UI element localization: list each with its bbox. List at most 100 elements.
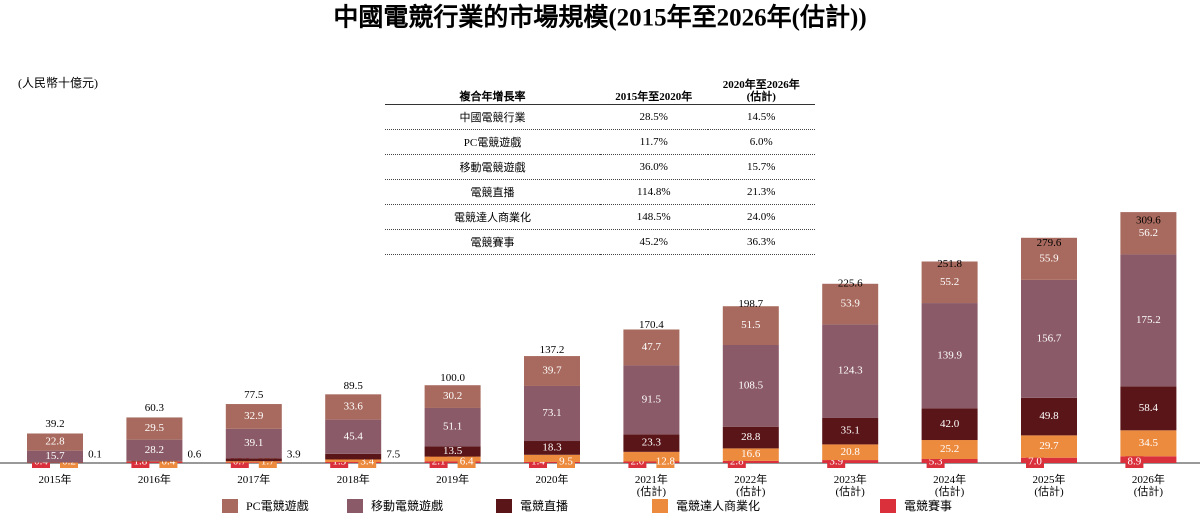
- bar-segment: [623, 434, 680, 452]
- bar-segment: [722, 345, 779, 427]
- value-label: 12.8: [656, 456, 676, 468]
- value-label: 53.9: [841, 298, 861, 310]
- value-label: 22.8: [45, 436, 65, 448]
- value-label: 28.2: [145, 444, 164, 456]
- value-label: 139.9: [937, 349, 962, 361]
- table-cell: 14.5%: [707, 104, 815, 130]
- bar-segment: [623, 365, 680, 435]
- x-tick-label: 2026年 (估計): [1131, 474, 1165, 498]
- table-cell: 電競賽事: [385, 229, 600, 255]
- bar-segment: [722, 460, 779, 463]
- bar-segment: [1120, 254, 1177, 387]
- value-label: 7.5: [386, 449, 400, 461]
- table-cell: 21.3%: [707, 179, 815, 205]
- legend-label: 電競達人商業化: [676, 498, 760, 513]
- bar-segment: [1120, 430, 1177, 457]
- value-label: 91.5: [642, 393, 662, 405]
- x-tick-label: 2018年: [336, 474, 370, 486]
- value-label-box: [557, 456, 575, 468]
- bar-segment: [524, 441, 580, 455]
- value-label: 28.8: [741, 431, 761, 443]
- cagr-table: 複合年增長率 2015年至2020年 2020年至2026年 (估計) 中國電競行業 2…: [385, 78, 815, 255]
- table-row: 中國電競行業 28.5% 14.5%: [385, 104, 815, 130]
- value-label: 51.5: [741, 319, 761, 331]
- bar-segment: [822, 283, 879, 325]
- table-row: 移動電競遊戲 36.0% 15.7%: [385, 154, 815, 180]
- legend-swatch: [347, 499, 363, 513]
- bar-segment: [822, 444, 879, 461]
- bar-segment: [822, 324, 879, 418]
- bar-segment: [1021, 457, 1077, 463]
- value-label: 0.6: [188, 449, 202, 461]
- value-label: 55.9: [1039, 252, 1059, 264]
- value-label: 51.1: [443, 421, 462, 433]
- table-cell: 114.8%: [600, 179, 708, 205]
- total-label: 60.3: [145, 402, 165, 414]
- value-label: 30.2: [443, 390, 462, 402]
- legend-label: 電競賽事: [904, 498, 952, 513]
- bar-segment: [325, 394, 382, 420]
- value-label: 49.8: [1039, 410, 1059, 422]
- table-cell: 148.5%: [600, 204, 708, 230]
- table-cell: 36.3%: [707, 229, 815, 255]
- x-tick-label: 2024年 (估計): [933, 474, 967, 498]
- bar-segment: [1021, 397, 1077, 436]
- total-label: 77.5: [244, 389, 264, 401]
- value-label: 55.2: [940, 276, 959, 288]
- bar-segment: [325, 462, 382, 463]
- x-tick-label: 2021年 (估計): [634, 474, 668, 498]
- x-tick-label: 2017年: [237, 474, 271, 486]
- value-label: 3.9: [287, 449, 301, 461]
- table-cell: 45.2%: [600, 229, 708, 255]
- bar-segment: [921, 459, 978, 463]
- bar-segment: [524, 454, 580, 462]
- bar-segment: [1120, 386, 1177, 431]
- bar-segment: [325, 453, 382, 460]
- table-cell: 移動電競遊戲: [385, 154, 600, 180]
- total-label: 279.6: [1037, 237, 1062, 249]
- bar-segment: [1021, 279, 1077, 398]
- value-label: 25.2: [940, 443, 959, 455]
- bar-segment: [1021, 435, 1077, 458]
- total-label: 251.8: [937, 258, 962, 270]
- value-label: 47.7: [642, 341, 662, 353]
- bar-segment: [225, 404, 282, 429]
- x-tick-label: 2019年: [436, 474, 470, 486]
- total-label: 100.0: [440, 372, 465, 384]
- bar-segment: [27, 450, 83, 463]
- table-row: 電競賽事 45.2% 36.3%: [385, 229, 815, 255]
- value-label: 18.3: [542, 441, 562, 453]
- x-tick-label: 2025年 (估計): [1032, 474, 1066, 498]
- bar-segment: [921, 303, 978, 409]
- total-label: 170.4: [639, 319, 664, 331]
- table-cell: 28.5%: [600, 104, 708, 130]
- value-label: 124.3: [838, 365, 863, 377]
- table-cell: 電競達人商業化: [385, 204, 600, 230]
- value-label: 29.7: [1039, 440, 1059, 452]
- legend-swatch: [652, 499, 668, 513]
- bar-segment: [126, 461, 183, 463]
- value-label: 9.5: [559, 456, 573, 468]
- value-label: 6.4: [460, 456, 474, 468]
- bar-segment: [722, 426, 779, 449]
- x-tick-label: 2015年: [38, 474, 72, 486]
- bar-segment: [524, 461, 580, 463]
- chart-subtitle: (人民幣十億元): [18, 76, 98, 90]
- bar-segment: [27, 433, 83, 451]
- value-label: 35.1: [841, 425, 860, 437]
- value-label-box: [1026, 456, 1044, 468]
- bar-segment: [623, 451, 680, 462]
- value-label: 73.1: [542, 407, 561, 419]
- value-label: 45.4: [344, 430, 364, 442]
- total-label: 198.7: [738, 298, 763, 310]
- value-label: 33.6: [344, 401, 364, 413]
- bar-segment: [126, 439, 183, 461]
- value-label: 175.2: [1136, 314, 1161, 326]
- bar-segment: [225, 462, 282, 463]
- bar-segment: [921, 440, 978, 460]
- table-cell: 中國電競行業: [385, 104, 600, 130]
- bar-segment: [424, 407, 481, 447]
- value-label: 42.0: [940, 418, 960, 430]
- legend-swatch: [880, 499, 896, 513]
